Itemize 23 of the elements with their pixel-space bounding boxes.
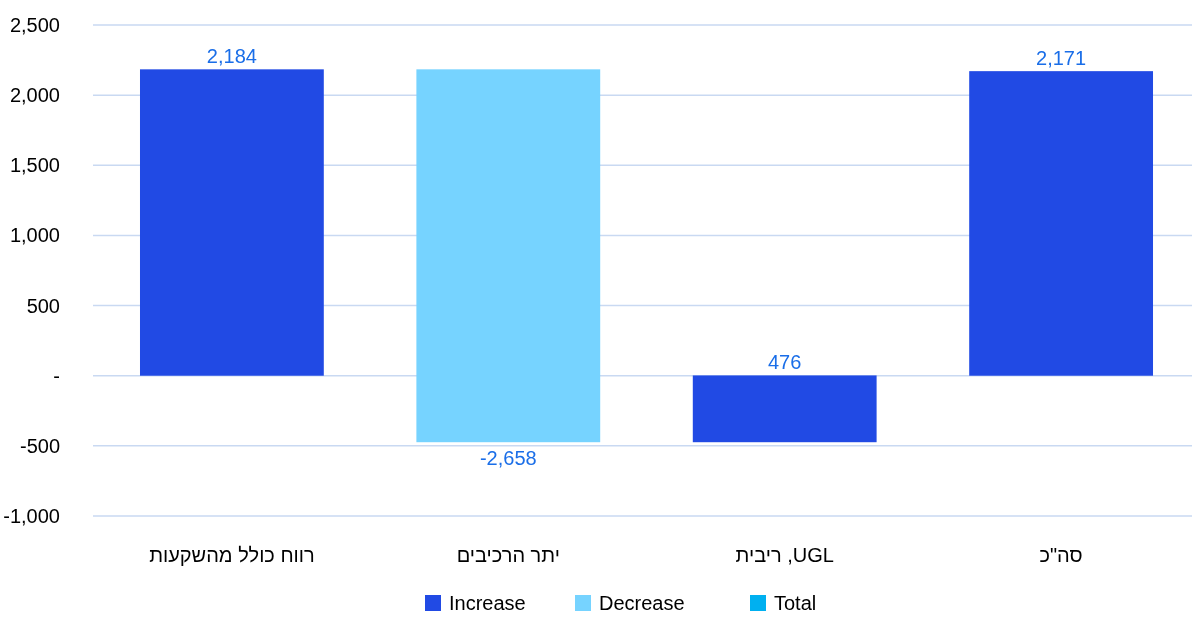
y-tick-label: 2,000 — [9, 84, 60, 107]
y-tick-label: 1,000 — [9, 224, 60, 247]
data-label: 476 — [768, 351, 802, 374]
bar — [692, 375, 877, 443]
data-label: 2,184 — [206, 45, 257, 68]
x-tick-label: סה"כ — [1039, 544, 1083, 566]
legend-label: Total — [774, 592, 817, 614]
y-tick-label: 1,500 — [9, 154, 60, 177]
data-label: -2,658 — [479, 447, 537, 470]
y-tick-label: -1,000 — [3, 505, 60, 527]
x-tick-label: רווח כולל מהשקעות — [149, 544, 315, 566]
bar — [139, 69, 324, 376]
y-tick-label: - — [53, 364, 60, 387]
legend-label: Decrease — [599, 592, 685, 614]
data-label: 2,171 — [1036, 47, 1087, 70]
legend-label: Increase — [449, 592, 526, 614]
y-tick-label: 500 — [26, 294, 60, 317]
y-tick-label: 2,500 — [9, 14, 60, 36]
bar — [969, 71, 1154, 376]
y-tick-label: -500 — [19, 434, 60, 457]
bar — [416, 69, 601, 443]
x-tick-label: ריבית ,UGL — [735, 544, 834, 566]
x-tick-label: יתר הרכיבים — [456, 544, 560, 566]
